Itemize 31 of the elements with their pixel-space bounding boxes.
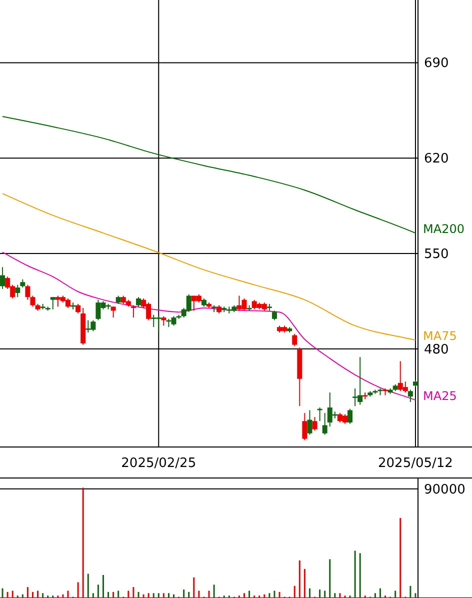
candlestick — [0, 266, 6, 290]
candlestick — [302, 412, 308, 441]
y-tick-label: 90000 — [424, 482, 466, 498]
y-tick-label: 550 — [424, 247, 449, 262]
series-label: MA25 — [423, 389, 457, 404]
candlestick — [76, 303, 81, 314]
candlestick — [130, 304, 136, 318]
series-label: MA200 — [423, 222, 464, 236]
candlestick — [25, 284, 30, 300]
candlestick — [348, 408, 353, 424]
candlestick — [161, 316, 166, 326]
x-tick-label: 2025/02/25 — [121, 456, 196, 471]
line-series — [2, 116, 416, 234]
candlestick — [15, 284, 20, 298]
line-series — [2, 193, 416, 341]
candlestick — [292, 333, 298, 347]
y-tick-label: 620 — [424, 152, 449, 167]
line-series — [2, 252, 416, 400]
candlestick — [307, 410, 312, 436]
candlestick — [312, 416, 318, 432]
x-tick-label: 2025/05/12 — [378, 456, 453, 471]
series-label: MA75 — [423, 329, 457, 344]
candlestick — [408, 389, 413, 403]
candlestick — [272, 310, 277, 321]
candlestick — [50, 296, 56, 310]
candlestick — [30, 295, 36, 308]
y-tick-label: 690 — [424, 56, 449, 72]
candlestick — [136, 296, 141, 308]
candlestick — [322, 412, 328, 436]
candlestick — [110, 306, 116, 318]
y-tick-label: 480 — [424, 342, 449, 358]
